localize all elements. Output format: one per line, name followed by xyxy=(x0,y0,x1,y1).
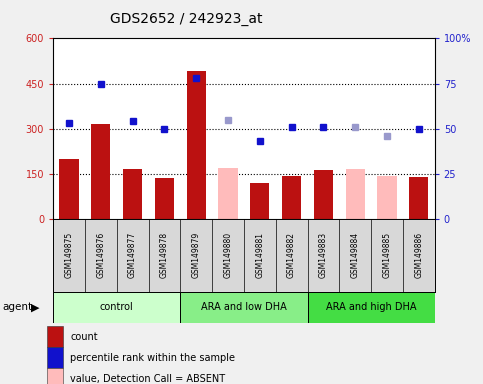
Bar xyxy=(123,169,142,219)
Text: ARA and low DHA: ARA and low DHA xyxy=(201,302,287,312)
Text: agent: agent xyxy=(2,302,32,312)
Text: GSM149880: GSM149880 xyxy=(224,232,232,278)
Bar xyxy=(409,177,428,219)
Text: GSM149883: GSM149883 xyxy=(319,232,328,278)
Bar xyxy=(47,326,63,347)
Bar xyxy=(250,183,270,219)
Text: ARA and high DHA: ARA and high DHA xyxy=(326,302,416,312)
Bar xyxy=(47,368,63,384)
Bar xyxy=(187,71,206,219)
Text: GSM149881: GSM149881 xyxy=(256,232,264,278)
Bar xyxy=(346,169,365,219)
Bar xyxy=(155,178,174,219)
Text: ▶: ▶ xyxy=(30,302,39,312)
Text: GSM149885: GSM149885 xyxy=(383,232,392,278)
Bar xyxy=(308,292,435,323)
Text: GDS2652 / 242923_at: GDS2652 / 242923_at xyxy=(111,12,263,25)
Text: value, Detection Call = ABSENT: value, Detection Call = ABSENT xyxy=(70,374,225,384)
Text: GSM149875: GSM149875 xyxy=(65,232,73,278)
Text: GSM149878: GSM149878 xyxy=(160,232,169,278)
Bar xyxy=(378,176,397,219)
Bar xyxy=(53,292,180,323)
Text: GSM149879: GSM149879 xyxy=(192,232,201,278)
Text: count: count xyxy=(70,332,98,342)
Bar xyxy=(218,168,238,219)
Text: GSM149876: GSM149876 xyxy=(96,232,105,278)
Text: GSM149886: GSM149886 xyxy=(414,232,423,278)
Bar xyxy=(180,292,308,323)
Bar xyxy=(282,176,301,219)
Text: GSM149882: GSM149882 xyxy=(287,232,296,278)
Text: control: control xyxy=(100,302,134,312)
Bar xyxy=(314,170,333,219)
Bar xyxy=(47,347,63,368)
Text: GSM149884: GSM149884 xyxy=(351,232,360,278)
Text: percentile rank within the sample: percentile rank within the sample xyxy=(70,353,235,363)
Bar xyxy=(91,124,111,219)
Bar xyxy=(59,159,79,219)
Text: GSM149877: GSM149877 xyxy=(128,232,137,278)
